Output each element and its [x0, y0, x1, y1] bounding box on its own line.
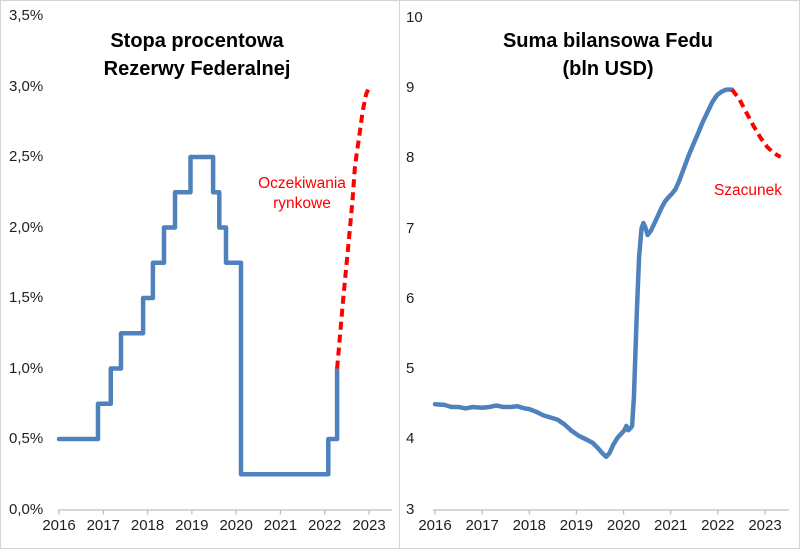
x-tick-label: 2019	[175, 517, 209, 534]
y-tick-label: 0,0%	[9, 500, 44, 518]
x-tick-label: 2020	[219, 517, 253, 534]
annotation-line-1: Oczekiwania	[258, 175, 346, 192]
title-line-1: Suma bilansowa Fedu	[502, 30, 714, 52]
forecast-dashed-line	[335, 84, 373, 369]
y-tick-label: 3,0%	[9, 77, 44, 95]
panel-divider	[399, 1, 400, 548]
y-tick-label: 10	[406, 9, 423, 26]
x-tick-label: 2023	[748, 517, 782, 534]
x-tick-label: 2017	[86, 517, 120, 534]
y-tick-label: 3	[406, 500, 415, 518]
x-tick-label: 2021	[263, 517, 298, 534]
x-tick-label: 2016	[42, 517, 76, 534]
balance-sheet-chart	[432, 87, 789, 515]
y-tick-label: 3,5%	[9, 7, 44, 24]
title-line-2: (bln USD)	[562, 58, 654, 80]
y-tick-label: 5	[406, 360, 415, 378]
x-tick-label: 2022	[308, 517, 342, 534]
x-tick-label: 2022	[701, 517, 735, 534]
y-tick-label: 2,0%	[9, 218, 44, 236]
y-tick-label: 6	[406, 289, 415, 307]
x-tick-label: 2020	[606, 517, 641, 534]
x-tick-label: 2018	[512, 517, 546, 534]
balance-sheet-title: Suma bilansowa Fedu (bln USD)	[416, 27, 800, 83]
forecast-dashed-line	[730, 88, 782, 159]
annotation-line-2: rynkowe	[273, 195, 331, 212]
y-tick-label: 1,5%	[9, 289, 44, 306]
y-tick-label: 9	[406, 79, 415, 97]
x-tick-label: 2019	[559, 517, 594, 534]
balance-sheet-panel: Suma bilansowa Fedu (bln USD) Szacunek 3…	[400, 1, 800, 548]
fed-rate-panel: Stopa procentowa Rezerwy Federalnej Ocze…	[1, 1, 401, 548]
title-line-2: Rezerwy Federalnej	[103, 58, 291, 80]
x-tick-label: 2021	[654, 517, 688, 534]
y-tick-label: 7	[406, 219, 415, 237]
y-tick-label: 8	[406, 149, 415, 167]
x-tick-label: 2023	[352, 517, 386, 534]
annotation-line-1: Szacunek	[713, 182, 783, 199]
y-tick-label: 4	[406, 430, 415, 448]
y-tick-label: 0,5%	[9, 430, 44, 447]
x-tick-label: 2017	[465, 517, 499, 534]
title-line-1: Stopa procentowa	[110, 30, 284, 52]
estimate-annotation: Szacunek	[698, 181, 798, 201]
history-line	[56, 154, 340, 477]
y-tick-label: 2,5%	[9, 148, 44, 165]
history-line	[432, 87, 735, 460]
fed-rate-chart	[56, 84, 392, 515]
x-tick-label: 2018	[130, 517, 165, 534]
fed-rate-title: Stopa procentowa Rezerwy Federalnej	[1, 27, 393, 83]
x-tick-label: 2016	[418, 517, 452, 534]
y-tick-label: 1,0%	[9, 359, 44, 377]
market-expectations-annotation: Oczekiwania rynkowe	[240, 174, 364, 214]
